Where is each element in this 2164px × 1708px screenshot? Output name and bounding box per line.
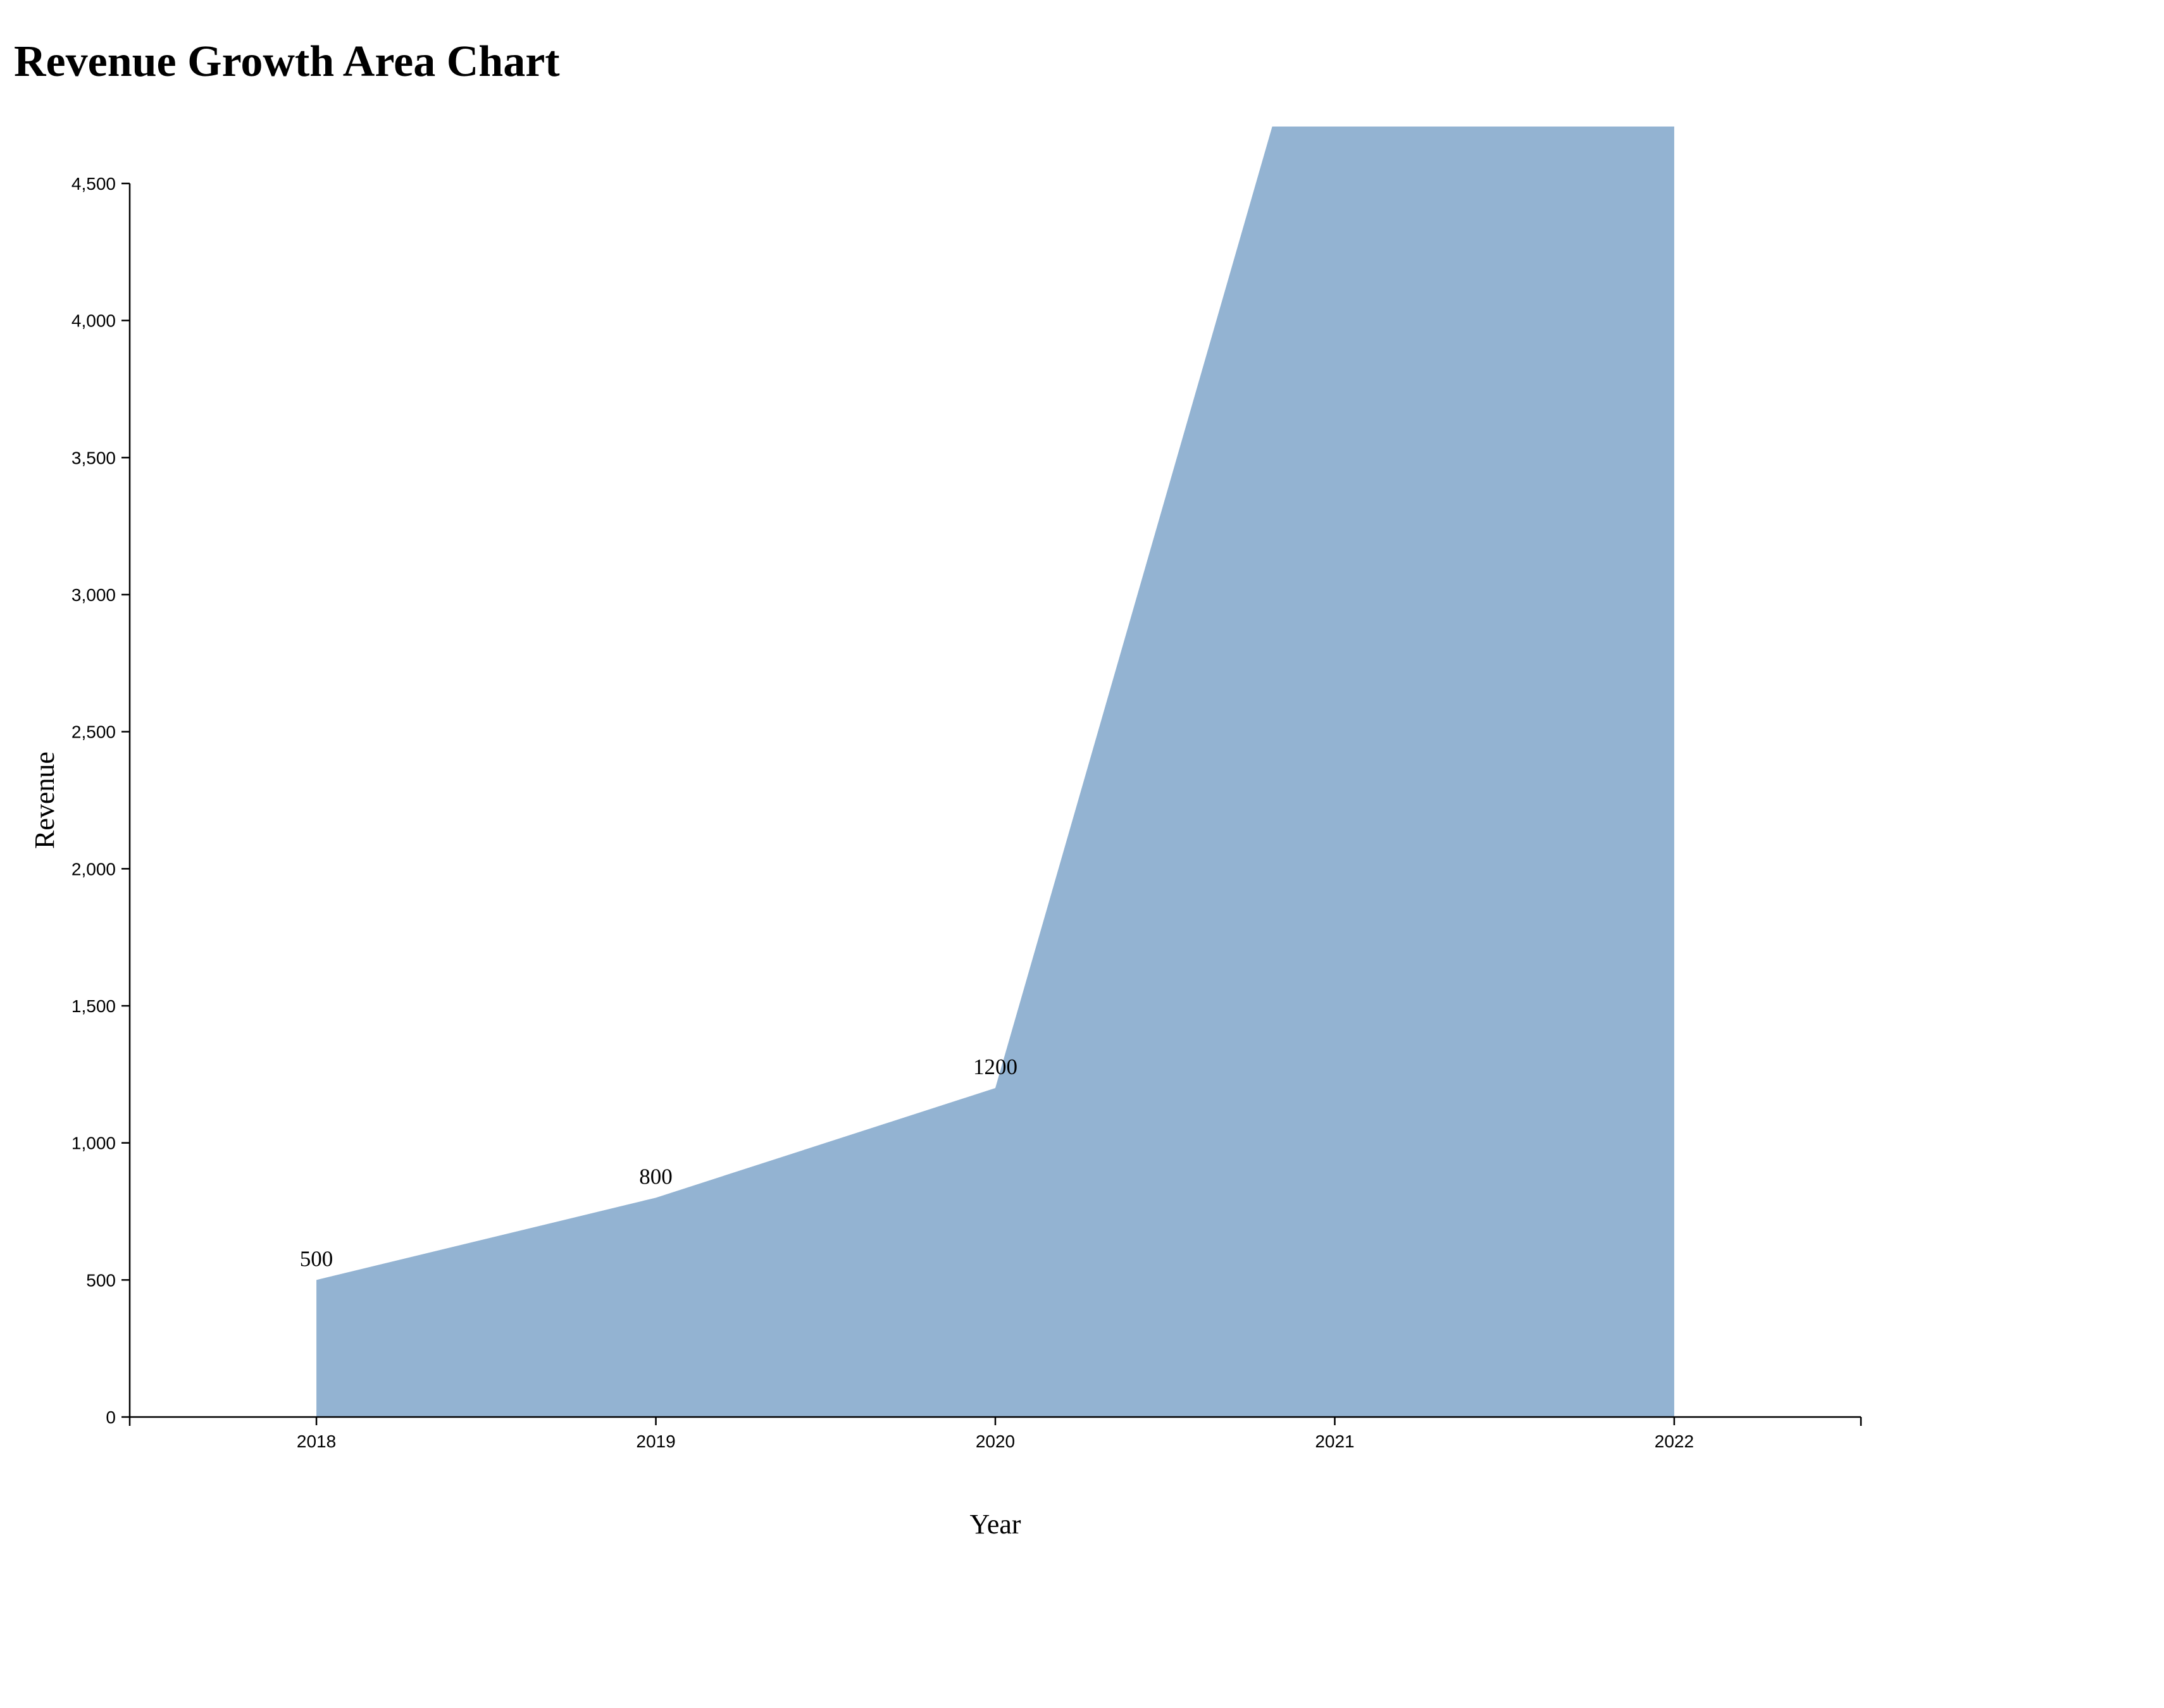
chart-title: Revenue Growth Area Chart xyxy=(14,37,560,86)
x-tick-label: 2021 xyxy=(1315,1432,1354,1451)
data-label: 1200 xyxy=(973,1055,1017,1079)
y-tick-label: 500 xyxy=(86,1270,116,1290)
y-tick-label: 1,500 xyxy=(72,996,116,1016)
y-axis-label: Revenue xyxy=(29,752,60,849)
data-label: 800 xyxy=(639,1164,673,1189)
x-tick-label: 2019 xyxy=(636,1432,675,1451)
x-tick-label: 2020 xyxy=(976,1432,1015,1451)
x-tick-label: 2018 xyxy=(297,1432,336,1451)
y-tick-label: 3,500 xyxy=(72,448,116,467)
y-tick-label: 2,500 xyxy=(72,722,116,742)
x-axis-label: Year xyxy=(969,1509,1021,1540)
y-tick-label: 3,000 xyxy=(72,585,116,605)
y-tick-label: 1,000 xyxy=(72,1134,116,1153)
y-tick-label: 4,500 xyxy=(72,174,116,194)
x-tick-label: 2022 xyxy=(1655,1432,1694,1451)
y-tick-label: 2,000 xyxy=(72,859,116,879)
area xyxy=(316,127,1674,1417)
plot-area: 500800120055007000 xyxy=(300,127,1674,1417)
data-label: 500 xyxy=(300,1246,333,1271)
y-tick-label: 0 xyxy=(106,1408,116,1427)
y-tick-label: 4,000 xyxy=(72,311,116,331)
